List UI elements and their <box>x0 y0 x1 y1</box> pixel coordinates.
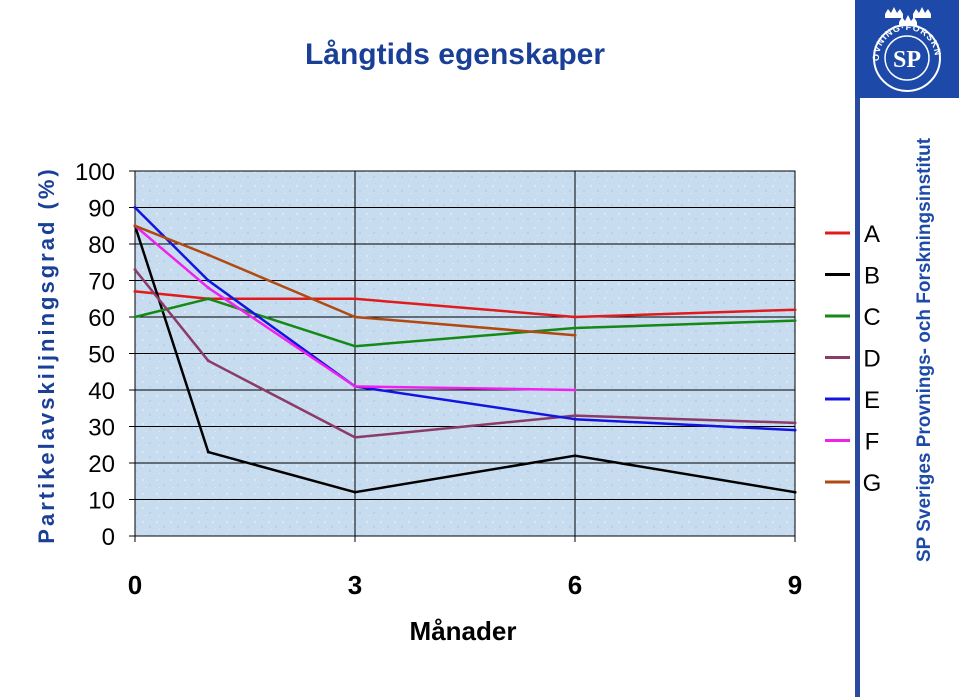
data-point-d <box>353 435 357 439</box>
org-name: SP Sveriges Provnings- och Forskningsins… <box>914 137 935 563</box>
data-point-a <box>793 308 797 312</box>
chart-title: Långtids egenskaper <box>304 38 606 71</box>
y-tick-label: 100 <box>75 159 115 186</box>
y-tick-label: 40 <box>88 378 115 405</box>
data-point-b <box>573 454 577 458</box>
y-tick-label: 0 <box>102 524 115 551</box>
side-rule <box>855 98 860 697</box>
data-point-b <box>206 450 210 454</box>
legend-label-c: C <box>863 304 880 331</box>
sp-logo: PROVNING·FORSKNING SP <box>851 0 959 98</box>
y-tick-label: 30 <box>88 415 115 442</box>
data-point-b <box>353 490 357 494</box>
data-point-e <box>206 279 210 282</box>
legend-label-b: B <box>864 263 880 290</box>
three-crowns-icon <box>885 7 931 26</box>
data-point-d <box>133 268 137 272</box>
legend-label-a: A <box>864 221 880 248</box>
legend-label-f: F <box>865 429 880 456</box>
y-tick-label: 10 <box>88 488 115 515</box>
legend-label-d: D <box>863 346 880 373</box>
data-point-g <box>133 224 137 228</box>
y-tick-label: 50 <box>88 342 115 369</box>
data-point-g <box>206 253 210 257</box>
x-tick-label: 9 <box>788 570 802 600</box>
data-point-c <box>353 344 357 348</box>
y-tick-label: 20 <box>88 451 115 478</box>
y-tick-label: 60 <box>88 305 115 332</box>
data-point-e <box>793 428 797 432</box>
data-point-e <box>573 417 577 421</box>
data-point-a <box>133 289 137 293</box>
data-point-d <box>206 359 210 363</box>
logo-initials: SP <box>893 47 921 73</box>
y-tick-label: 90 <box>88 196 115 223</box>
legend-label-e: E <box>864 387 880 414</box>
plot-border <box>134 170 796 537</box>
legend-label-g: G <box>863 470 882 497</box>
data-point-a <box>353 297 357 301</box>
data-point-a <box>573 315 577 319</box>
data-point-g <box>573 333 577 337</box>
data-point-d <box>793 421 797 425</box>
sp-logo-graphic: PROVNING·FORSKNING SP <box>851 0 942 92</box>
data-point-f <box>206 286 210 290</box>
data-point-f <box>353 384 357 388</box>
data-point-f <box>573 388 577 392</box>
data-point-c <box>133 315 137 319</box>
y-tick-label: 80 <box>88 232 115 259</box>
series-line-f <box>134 224 576 392</box>
data-point-c <box>793 319 797 323</box>
data-point-d <box>573 414 577 418</box>
x-tick-label: 0 <box>128 570 142 600</box>
x-axis-label: Månader <box>409 616 517 646</box>
series-line-g <box>134 224 576 337</box>
data-point-b <box>793 490 797 494</box>
y-tick-label: 70 <box>88 269 115 296</box>
x-tick-label: 6 <box>568 570 582 600</box>
data-point-c <box>206 297 210 301</box>
data-point-e <box>133 206 137 209</box>
data-point-c <box>573 326 577 330</box>
data-point-g <box>353 315 357 319</box>
x-tick-label: 3 <box>348 570 362 600</box>
